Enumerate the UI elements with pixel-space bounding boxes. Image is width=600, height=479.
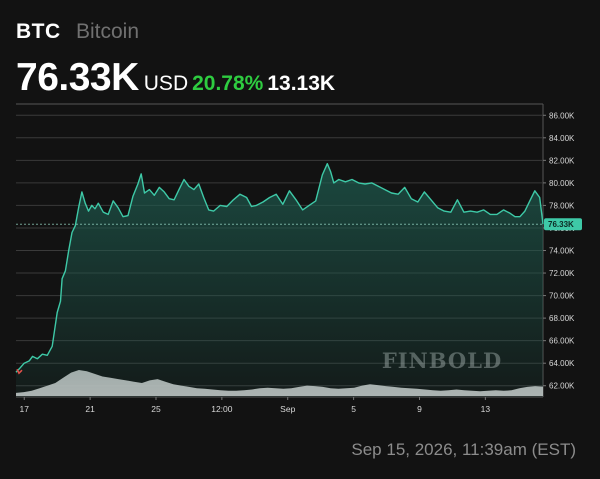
y-tick-label: 70.00K — [549, 292, 575, 301]
current-price-tag-label: 76.33K — [548, 220, 574, 229]
x-tick-label: 12:00 — [211, 404, 233, 414]
asset-symbol: BTC — [16, 20, 61, 43]
x-tick-label: 21 — [85, 404, 95, 414]
y-tick-label: 74.00K — [549, 247, 575, 256]
y-tick-label: 86.00K — [549, 111, 575, 120]
price-line — [15, 163, 544, 373]
x-tick-label: 9 — [417, 404, 422, 414]
x-tick-label: 5 — [351, 404, 356, 414]
y-tick-label: 78.00K — [549, 201, 575, 210]
y-tick-label: 64.00K — [549, 359, 575, 368]
price-currency: USD — [143, 72, 189, 95]
y-tick-label: 80.00K — [549, 179, 575, 188]
x-tick-label: 13 — [481, 404, 491, 414]
price-row: 76.33K USD 20.78% 13.13K — [16, 56, 335, 100]
y-tick-label: 68.00K — [549, 314, 575, 323]
asset-name: Bitcoin — [76, 20, 140, 43]
current-price: 76.33K — [16, 56, 139, 99]
current-price-tag — [544, 218, 582, 231]
chart-timestamp: Sep 15, 2026, 11:39am (EST) — [351, 440, 576, 459]
x-tick-label: Sep — [280, 404, 295, 414]
x-tick-label: 25 — [151, 404, 161, 414]
change-absolute: 13.13K — [267, 72, 336, 95]
y-tick-label: 66.00K — [549, 337, 575, 346]
x-tick-label: 17 — [20, 404, 30, 414]
y-tick-label: 84.00K — [549, 134, 575, 143]
change-percent: 20.78% — [192, 72, 264, 95]
price-area — [16, 163, 543, 397]
y-tick-label: 62.00K — [549, 382, 575, 391]
y-tick-label: 82.00K — [549, 156, 575, 165]
start-marker — [16, 368, 23, 375]
y-tick-label: 72.00K — [549, 269, 575, 278]
